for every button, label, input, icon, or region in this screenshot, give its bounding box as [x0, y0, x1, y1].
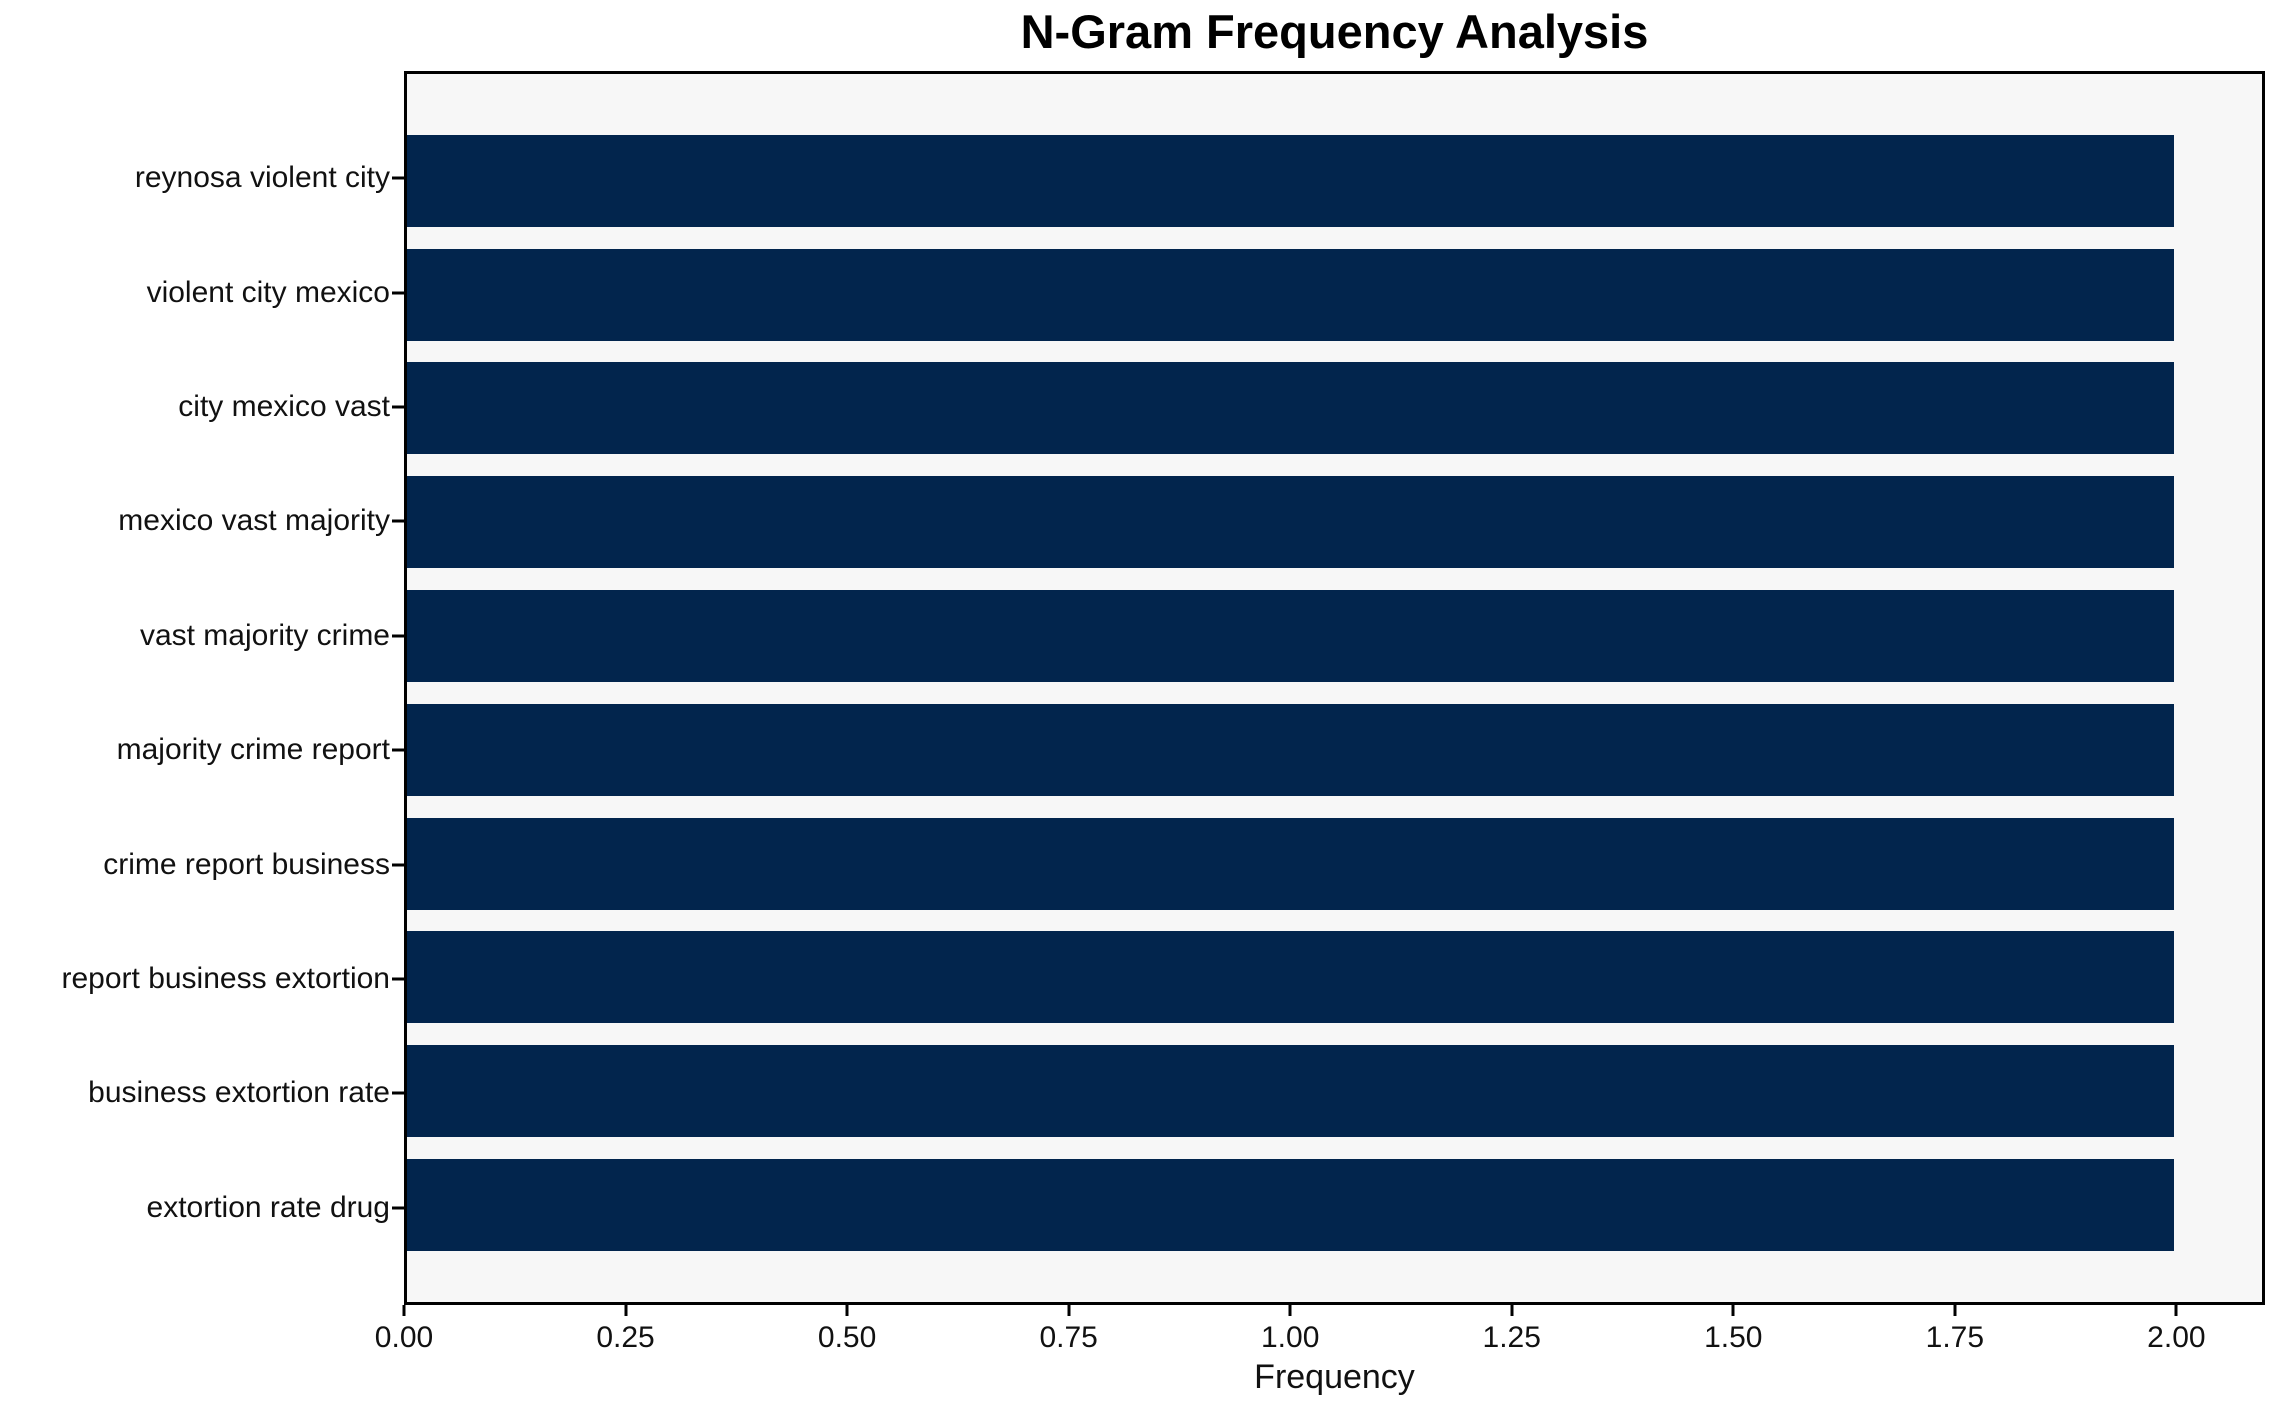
bar-row	[407, 238, 2262, 352]
bar-10	[407, 1159, 2174, 1252]
y-tick-mark	[392, 291, 404, 295]
bar-9	[407, 1045, 2174, 1138]
y-tick-mark	[392, 748, 404, 752]
plot-area	[404, 71, 2265, 1305]
y-tick-label: report business extortion	[61, 962, 390, 995]
y-tick-label: business extortion rate	[88, 1076, 390, 1110]
bar-3	[407, 362, 2174, 455]
x-tick-mark	[402, 1305, 406, 1316]
chart-title: N-Gram Frequency Analysis	[1020, 5, 1649, 58]
y-tick-mark	[392, 863, 404, 867]
y-tick-mark	[392, 176, 404, 180]
x-tick-mark	[624, 1305, 628, 1316]
bar-row	[407, 693, 2262, 807]
x-tick-label: 0.75	[1039, 1321, 1098, 1354]
y-tick-label: city mexico vast	[178, 390, 390, 423]
x-tick-mark	[1953, 1305, 1957, 1316]
bar-7	[407, 817, 2174, 910]
x-tick-label: 2.00	[2147, 1321, 2206, 1354]
y-tick-label: vast majority crime	[139, 618, 390, 652]
x-tick-mark	[1510, 1305, 1514, 1316]
y-tick-label: extortion rate drug	[146, 1190, 390, 1224]
y-tick-label: reynosa violent city	[134, 161, 390, 195]
y-tick-mark	[392, 1206, 404, 1210]
y-tick-label: violent city mexico	[146, 275, 390, 309]
x-axis: 0.00 0.25 0.50 0.75 1.00 1.25 1.50 1.75 2.00	[375, 1305, 2265, 1365]
bar-row	[407, 352, 2262, 466]
x-tick-mark	[845, 1305, 849, 1316]
bar-6	[407, 703, 2174, 796]
x-tick-label: 1.00	[1260, 1321, 1320, 1354]
bar-row	[407, 1148, 2262, 1262]
x-tick-mark	[1067, 1305, 1071, 1316]
x-tick-label: 0.25	[596, 1321, 655, 1354]
x-tick-label: 0.00	[374, 1321, 434, 1354]
bar-1	[407, 134, 2174, 227]
y-tick-mark	[392, 405, 404, 409]
bar-row	[407, 921, 2262, 1035]
y-tick-mark	[392, 1091, 404, 1095]
bar-row	[407, 579, 2262, 693]
y-tick-mark	[392, 634, 404, 638]
x-tick-mark	[1288, 1305, 1292, 1316]
x-tick-label: 1.75	[1925, 1321, 1985, 1354]
bar-row	[407, 1034, 2262, 1148]
x-tick-label: 0.50	[817, 1321, 877, 1354]
bar-8	[407, 931, 2174, 1024]
x-tick-mark	[2174, 1305, 2178, 1316]
y-tick-label: majority crime report	[116, 733, 390, 767]
y-tick-label: crime report business	[103, 847, 390, 881]
x-axis-title: Frequency	[1254, 1358, 1415, 1396]
bar-4	[407, 476, 2174, 569]
x-tick-mark	[1731, 1305, 1735, 1316]
bar-2	[407, 248, 2174, 341]
bar-row	[407, 465, 2262, 579]
y-tick-mark	[392, 977, 404, 981]
x-tick-label: 1.50	[1704, 1321, 1763, 1354]
y-tick-mark	[392, 519, 404, 523]
y-tick-label: mexico vast majority	[118, 504, 390, 538]
y-axis-ticks	[392, 71, 404, 1305]
y-axis-labels: reynosa violent city violent city mexico c…	[0, 71, 390, 1305]
bars-container	[407, 74, 2262, 1302]
bar-row	[407, 124, 2262, 238]
x-tick-label: 1.25	[1482, 1321, 1541, 1354]
bar-5	[407, 590, 2174, 683]
bar-row	[407, 807, 2262, 921]
